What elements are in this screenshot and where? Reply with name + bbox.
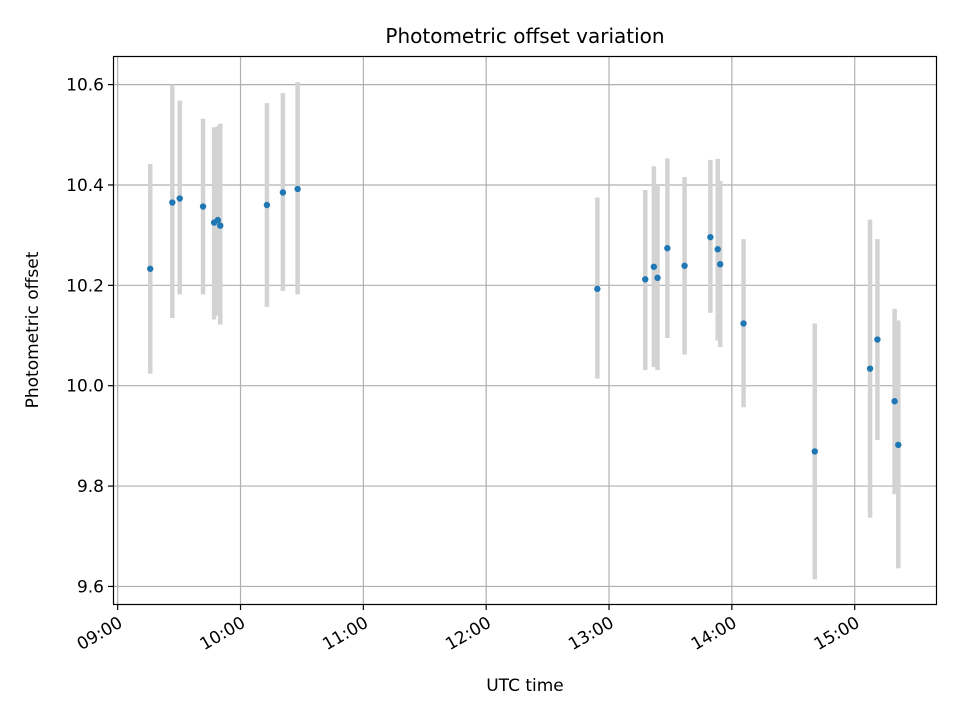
data-point: [642, 276, 649, 283]
data-point: [866, 365, 874, 372]
data-point: [199, 203, 207, 210]
y-tick-label: 10.4: [66, 176, 104, 196]
data-point: [891, 398, 898, 405]
y-tick-label: 10.6: [66, 76, 104, 96]
data-point: [279, 189, 287, 196]
plot-frame: [112, 55, 938, 606]
data-point: [294, 185, 301, 193]
grid-lines: [114, 57, 937, 604]
data-point: [169, 199, 176, 206]
data-point: [681, 262, 688, 269]
data-point: [716, 261, 724, 268]
data-point: [217, 222, 224, 229]
data-point: [664, 244, 671, 252]
data-point: [214, 216, 221, 224]
data-point: [594, 285, 601, 293]
data-point: [650, 263, 658, 270]
data-point: [707, 233, 714, 241]
data-point: [147, 265, 154, 272]
y-axis-ticks: 9.6 9.8 10.0 10.2 10.4 10.6: [66, 76, 114, 597]
data-point: [263, 201, 271, 209]
y-tick-label: 9.6: [77, 577, 104, 597]
y-axis-label: Photometric offset: [23, 251, 43, 408]
x-axis-label: UTC time: [486, 676, 564, 696]
data-point: [874, 336, 881, 343]
y-tick-label: 10.2: [66, 276, 104, 296]
data-point: [176, 195, 183, 202]
data-point: [654, 274, 661, 282]
data-point: [714, 246, 721, 253]
y-tick-label: 10.0: [66, 377, 104, 397]
chart-title: Photometric offset variation: [385, 24, 664, 48]
data-point: [811, 448, 818, 455]
data-point: [740, 320, 747, 327]
data-points: [147, 185, 902, 455]
y-tick-label: 9.8: [77, 477, 104, 497]
data-point: [895, 441, 902, 449]
